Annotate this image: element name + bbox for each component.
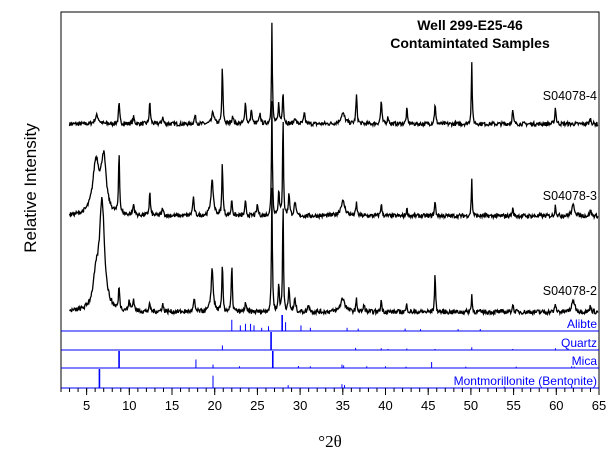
series-label: S04078-2 xyxy=(543,284,597,298)
ref-label: Montmorillonite (Bentonite) xyxy=(454,374,597,388)
trace-S04078-2 xyxy=(68,187,599,317)
tick-label: 65 xyxy=(592,398,606,413)
tick-label: 5 xyxy=(83,398,90,413)
series-label: S04078-4 xyxy=(543,89,597,103)
tick-label: 60 xyxy=(549,398,563,413)
ref-label: Quartz xyxy=(561,336,597,350)
plot-frame xyxy=(60,11,600,389)
trace-S04078-3 xyxy=(68,101,599,221)
y-axis-label: Relative Intensity xyxy=(21,123,40,253)
tick-label: 50 xyxy=(464,398,478,413)
tick-label: 55 xyxy=(506,398,520,413)
tick-label: 35 xyxy=(336,398,350,413)
chart-title-line-1: Well 299-E25-46 xyxy=(417,17,523,33)
ref-label: Mica xyxy=(572,354,598,368)
tick-label: 20 xyxy=(207,398,221,413)
tick-label: 40 xyxy=(378,398,392,413)
ref-label: Alibte xyxy=(567,317,597,331)
diffraction-traces xyxy=(68,22,599,317)
reference-patterns: Alibte Quartz Mica Montmorillonite (Bentoni… xyxy=(61,315,599,389)
series-label: S04078-3 xyxy=(543,189,597,203)
tick-label: 45 xyxy=(421,398,435,413)
tick-label: 15 xyxy=(165,398,179,413)
trace-S04078-4 xyxy=(68,22,599,129)
chart-title-line-2: Contamintated Samples xyxy=(390,35,550,51)
tick-label: 30 xyxy=(293,398,307,413)
x-axis-label: °2θ xyxy=(318,432,341,451)
x-axis: 5 10 15 20 25 30 35 40 45 50 55 60 65 xyxy=(60,388,606,413)
tick-label: 25 xyxy=(250,398,264,413)
tick-label: 10 xyxy=(122,398,136,413)
series-labels: S04078-4 S04078-3 S04078-2 xyxy=(543,89,597,298)
